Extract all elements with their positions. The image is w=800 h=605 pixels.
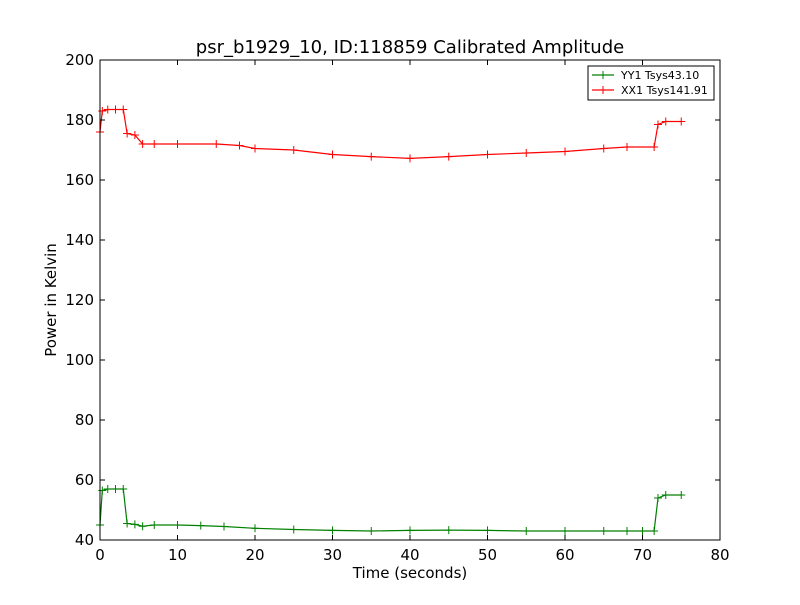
x-tick-label: 0 [95,546,105,564]
y-axis-label: Power in Kelvin [42,243,60,357]
chart-title: psr_b1929_10, ID:118859 Calibrated Ampli… [196,37,624,58]
data-point [130,520,139,529]
legend-label: XX1 Tsys141.91 [621,84,708,97]
data-point [138,522,147,531]
data-point [444,152,453,161]
data-point [561,147,569,156]
data-point [196,521,205,530]
data-point [289,146,298,154]
x-tick-label: 10 [168,546,187,564]
data-point [289,525,298,534]
y-tick-label: 180 [65,111,94,129]
series-line [99,488,682,532]
data-point [138,140,147,148]
data-point [406,526,414,535]
data-point [123,129,132,138]
data-point [677,491,686,499]
data-point [623,143,631,151]
x-tick-label: 80 [710,546,729,564]
legend-box [587,65,715,101]
plot-frame [99,59,721,541]
data-point [111,485,120,493]
plot-area [96,105,686,535]
data-point [561,527,569,535]
data-point [328,526,337,535]
data-point [130,131,139,139]
data-point [654,494,662,502]
data-point [328,150,337,159]
x-tick-label: 40 [400,546,419,564]
data-point [650,527,659,535]
legend-marker [599,71,607,79]
data-point [251,524,259,533]
data-point [123,519,132,528]
data-point [599,144,608,153]
series-line [99,108,682,160]
data-point [251,144,259,153]
x-axis-label: Time (seconds) [352,564,468,582]
data-point [119,105,128,114]
y-tick-label: 40 [75,531,94,549]
data-point [119,485,128,493]
data-point [444,526,453,535]
data-point [367,527,376,535]
data-point [661,491,670,499]
data-point [661,117,670,126]
data-point [220,522,228,531]
x-tick-label: 60 [555,546,574,564]
y-tick-label: 140 [65,231,94,249]
data-point [150,140,159,148]
data-point [522,149,531,157]
x-tick-label: 50 [478,546,497,564]
data-point [235,141,244,150]
data-point [677,117,686,126]
data-point [212,140,221,148]
data-point [483,150,492,159]
x-tick-label: 70 [633,546,652,564]
x-tick-label: 30 [323,546,342,564]
data-point [111,105,120,114]
data-point [406,154,414,163]
y-tick-label: 120 [65,291,94,309]
data-point [483,526,492,535]
data-point [103,105,112,114]
y-tick-label: 80 [75,411,94,429]
legend-marker [599,86,607,94]
data-point [522,527,531,535]
chart-legend: YY1 Tsys43.10 XX1 Tsys141.91 [587,65,715,101]
legend-label: YY1 Tsys43.10 [620,69,699,82]
data-point [638,527,647,535]
data-point [103,485,112,493]
series-1 [96,105,686,163]
data-point [650,143,659,151]
series-0 [96,485,686,535]
data-point [654,120,662,129]
data-point [623,527,631,535]
y-tick-label: 60 [75,471,94,489]
data-point [367,152,376,161]
axis-ticks: 0 10 20 30 40 50 60 70 80 40 60 80 100 120 140 160 180 20… [65,51,729,564]
data-point [173,140,182,148]
x-tick-label: 20 [245,546,264,564]
y-tick-label: 200 [65,51,94,69]
data-point [173,521,182,529]
data-point [150,521,159,529]
data-point [599,527,608,535]
y-tick-label: 100 [65,351,94,369]
y-tick-label: 160 [65,171,94,189]
